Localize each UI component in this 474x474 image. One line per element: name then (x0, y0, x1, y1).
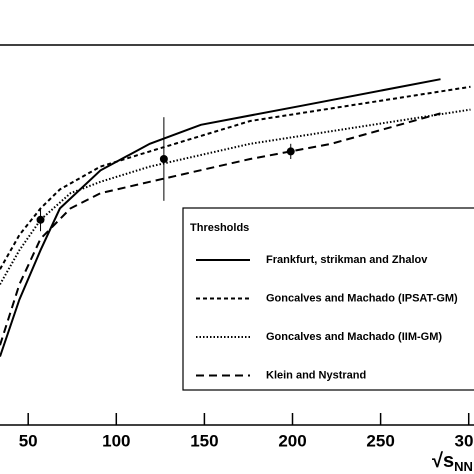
line (0, 85, 471, 270)
legend-label: Goncalves and Machado (IIM-GM) (266, 331, 442, 343)
data-point (159, 155, 168, 163)
legend-label: Klein and Nystrand (266, 369, 366, 381)
x-tick-label: 300 (455, 431, 474, 450)
legend-label: Goncalves and Machado (IPSAT-GM) (266, 292, 458, 304)
x-tick-label: 200 (278, 431, 306, 450)
x-tick-label: 150 (190, 431, 218, 450)
x-tick-label: 250 (366, 431, 394, 450)
line (0, 112, 441, 346)
data-point (286, 147, 295, 156)
legend-title: Thresholds (190, 222, 249, 234)
x-tick-label: 50 (19, 431, 38, 450)
x-axis-label: √sNN (432, 450, 473, 474)
line (0, 78, 441, 357)
legend-label: Frankfurt, strikman and Zhalov (266, 254, 428, 266)
data-point (36, 215, 45, 224)
x-tick-label: 100 (102, 431, 130, 450)
